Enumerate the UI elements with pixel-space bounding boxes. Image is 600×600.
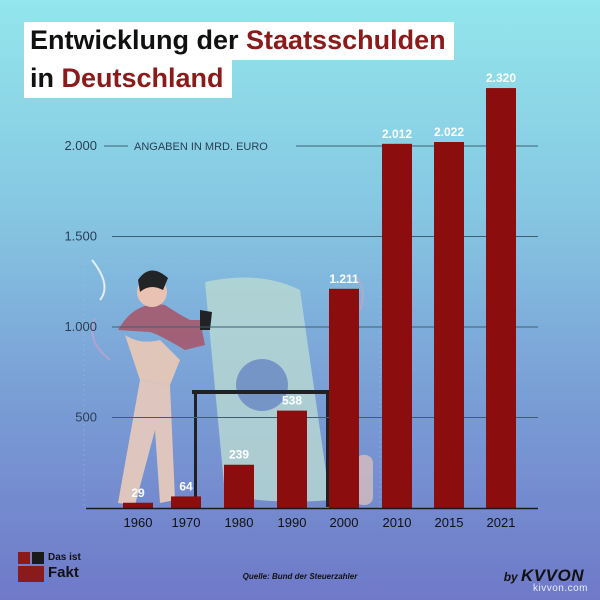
value-label-2015: 2.022: [434, 125, 464, 139]
brand-name: KVVON: [521, 566, 584, 585]
bar-2015: [434, 142, 464, 508]
value-label-1980: 239: [229, 448, 249, 462]
x-tick-label-2010: 2010: [383, 515, 412, 530]
value-label-1970: 64: [179, 479, 193, 493]
title-plain-1: Entwicklung der: [30, 25, 247, 55]
x-tick-label-1960: 1960: [124, 515, 153, 530]
x-axis-ticks: 1960 1970 1980 1990 2000 2010 2015 2021: [124, 515, 516, 530]
title-accent-1: Staatsschulden: [246, 25, 446, 55]
logo-square-dark-icon: [32, 552, 44, 564]
x-tick-label-2000: 2000: [330, 515, 359, 530]
title-line-1: Entwicklung der Staatsschulden: [24, 22, 454, 60]
bar-1990: [277, 410, 307, 508]
x-tick-label-1980: 1980: [225, 515, 254, 530]
kvvon-brand: by KVVON: [504, 566, 584, 586]
bar-1980: [224, 464, 254, 508]
x-tick-label-1990: 1990: [278, 515, 307, 530]
source-note: Quelle: Bund der Steuerzahler: [242, 572, 358, 581]
logo-text-line-1: Das ist: [48, 552, 81, 563]
watermark: kivvon.com: [532, 583, 588, 594]
x-tick-label-2015: 2015: [435, 515, 464, 530]
bar-1970: [171, 496, 201, 508]
x-tick-label-2021: 2021: [487, 515, 516, 530]
value-label-1990: 538: [282, 394, 302, 408]
das-ist-fakt-logo: Das ist Fakt: [18, 552, 88, 586]
y-tick-label: 1.500: [64, 229, 97, 244]
bar-2021: [486, 88, 516, 508]
y-tick-label: 500: [75, 410, 97, 425]
logo-block-red-icon: [18, 566, 44, 582]
value-label-2010: 2.012: [382, 127, 412, 141]
value-label-2021: 2.320: [486, 71, 516, 85]
bar-2010: [382, 143, 412, 508]
gridlines: [104, 145, 538, 418]
y-tick-label: 2.000: [64, 138, 97, 153]
value-label-2000: 1.211: [329, 272, 359, 286]
value-label-1960: 29: [131, 486, 145, 500]
bar-1960: [123, 502, 153, 508]
chart-subtitle: ANGABEN IN MRD. EURO: [134, 141, 268, 153]
brand-by: by: [503, 570, 522, 584]
bars: [123, 88, 516, 508]
y-axis-ticks: 500 1.000 1.500 2.000: [64, 138, 97, 425]
logo-text-line-2: Fakt: [48, 564, 79, 581]
title-plain-2: in: [30, 63, 62, 93]
x-tick-label-1970: 1970: [172, 515, 201, 530]
value-labels: 29 64 239 538 1.211 2.012 2.022 2.320: [131, 71, 516, 500]
bar-2000: [329, 288, 359, 508]
y-tick-label: 1.000: [64, 319, 97, 334]
title-line-2: in Deutschland: [24, 60, 232, 98]
logo-square-red-icon: [18, 552, 30, 564]
title-accent-2: Deutschland: [61, 63, 224, 93]
